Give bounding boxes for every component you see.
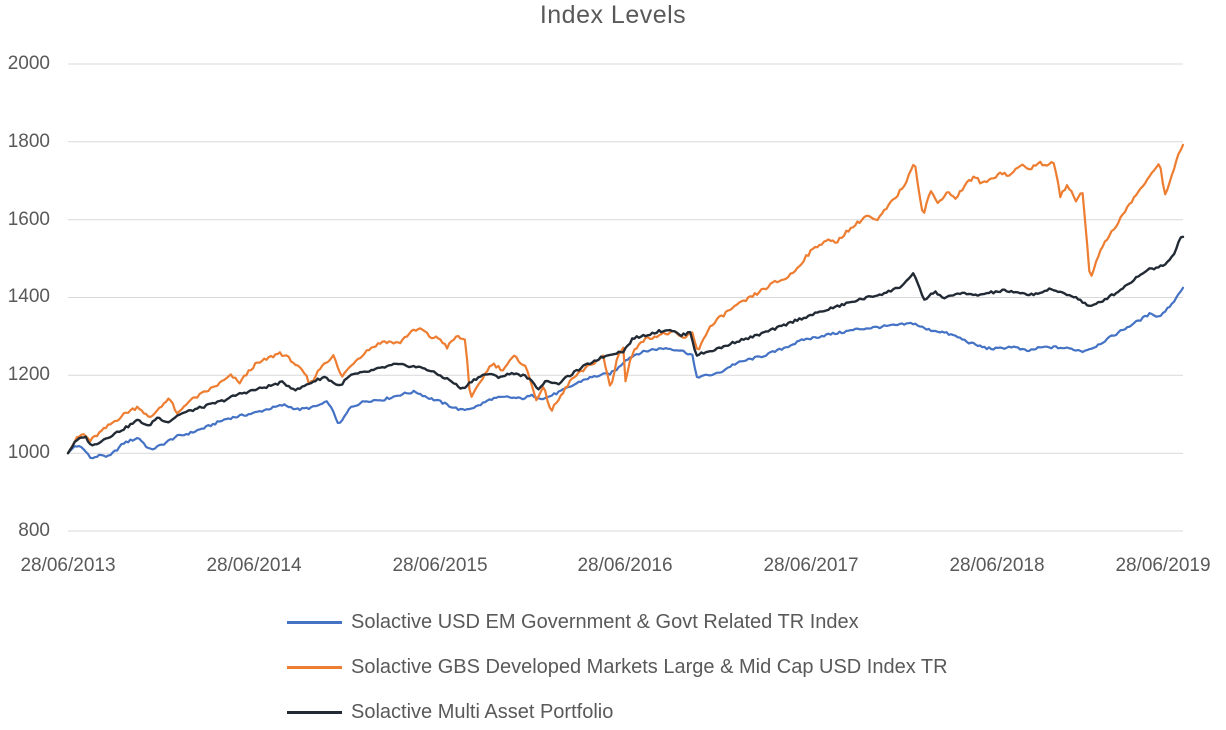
y-axis-tick-label: 2000 [7,53,50,74]
x-axis-tick-label: 28/06/2019 [1115,555,1211,576]
legend-item-label: Solactive USD EM Government & Govt Relat… [351,610,859,633]
y-axis-tick-label: 1600 [7,209,50,230]
x-axis-tick-label: 28/06/2017 [763,555,859,576]
legend-line-swatch-orange [287,665,342,669]
x-axis-tick-label: 28/06/2013 [20,555,116,576]
y-axis-tick-label: 1000 [7,442,50,463]
series-line-multi-asset-portfolio [66,235,1185,455]
y-axis-tick-label: 1800 [7,131,50,152]
legend-line-swatch-blue [287,620,342,624]
y-axis-tick-label: 800 [18,520,50,541]
legend-item: Solactive Multi Asset Portfolio [287,700,613,724]
x-axis-tick-label: 28/06/2015 [392,555,488,576]
x-axis-tick-label: 28/06/2016 [577,555,673,576]
series-line-dm-large-mid-index [66,143,1185,455]
y-axis-tick-label: 1200 [7,364,50,385]
y-axis-tick-label: 1400 [7,286,50,307]
x-axis-tick-label: 28/06/2014 [206,555,302,576]
legend-item-label: Solactive GBS Developed Markets Large & … [351,655,948,678]
legend-item-label: Solactive Multi Asset Portfolio [351,700,614,723]
legend-item: Solactive USD EM Government & Govt Relat… [287,610,859,634]
legend-line-swatch-dark [287,710,342,714]
series-line-em-gov-index [66,286,1185,460]
chart-title: Index Levels [539,1,687,29]
x-axis-tick-label: 28/06/2018 [949,555,1045,576]
legend-item: Solactive GBS Developed Markets Large & … [287,655,948,679]
